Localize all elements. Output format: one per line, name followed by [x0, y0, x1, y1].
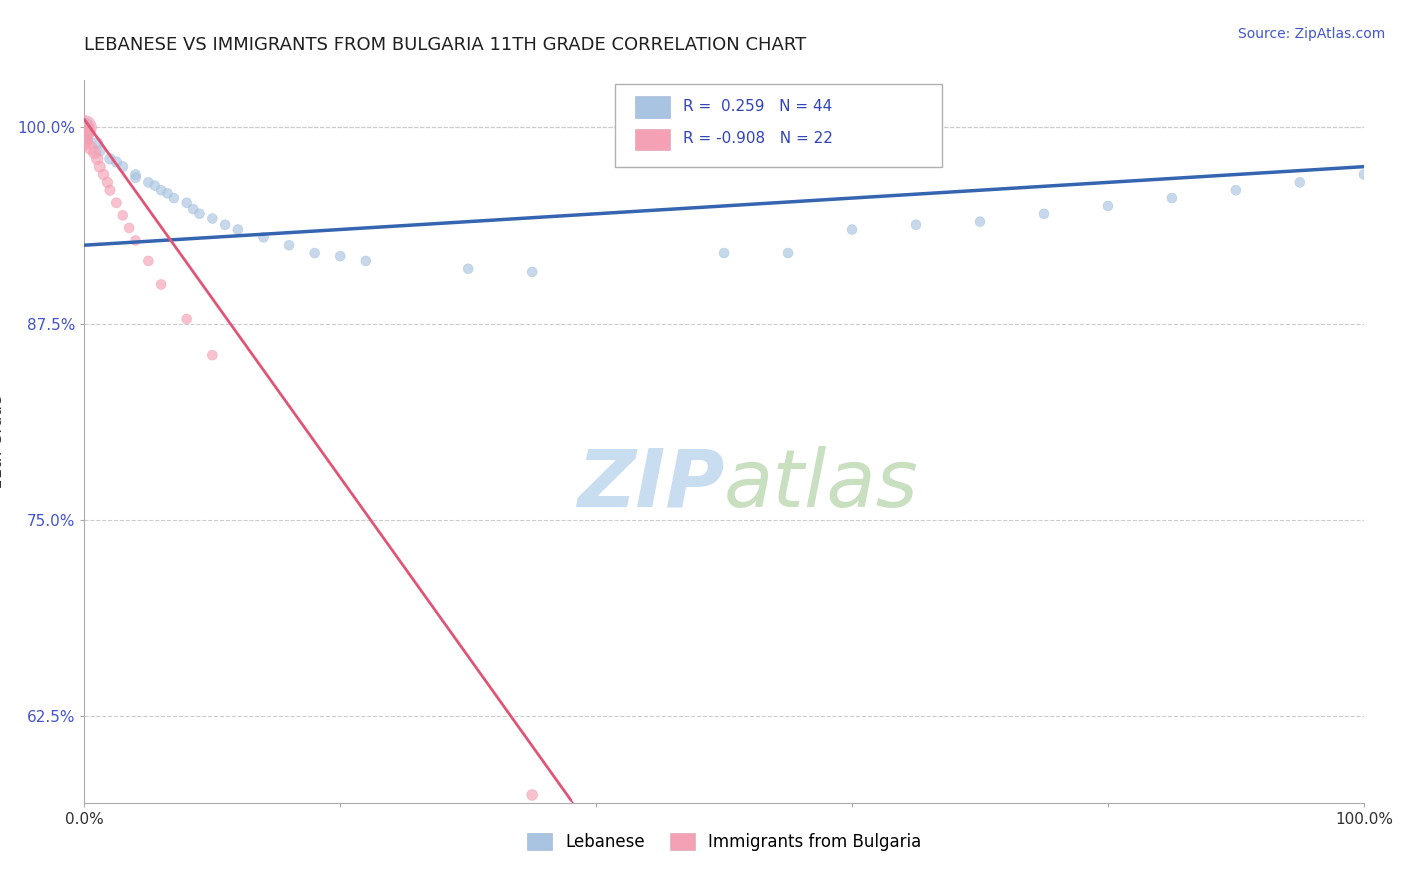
Point	[520, 265, 543, 279]
Point	[156, 186, 179, 201]
Point	[226, 222, 249, 236]
Point	[520, 788, 543, 802]
Point	[80, 141, 103, 155]
Point	[181, 202, 204, 216]
Point	[778, 246, 800, 260]
Point	[1032, 207, 1054, 221]
Point	[73, 120, 96, 135]
Point	[1160, 191, 1182, 205]
Point	[86, 152, 108, 166]
FancyBboxPatch shape	[616, 84, 942, 167]
Point	[143, 178, 166, 193]
Y-axis label: 11th Grade: 11th Grade	[0, 394, 6, 489]
Text: atlas: atlas	[724, 446, 920, 524]
Point	[252, 230, 274, 244]
Point	[138, 175, 160, 189]
Point	[86, 136, 108, 150]
Point	[124, 168, 146, 182]
Point	[1225, 183, 1247, 197]
Text: R = -0.908   N = 22: R = -0.908 N = 22	[683, 131, 832, 146]
Point	[1097, 199, 1119, 213]
Text: R =  0.259   N = 44: R = 0.259 N = 44	[683, 99, 832, 114]
Point	[188, 207, 211, 221]
Point	[73, 133, 96, 147]
Point	[201, 211, 224, 226]
FancyBboxPatch shape	[634, 128, 671, 151]
Text: Source: ZipAtlas.com: Source: ZipAtlas.com	[1237, 27, 1385, 41]
Point	[354, 253, 377, 268]
Point	[163, 191, 186, 205]
Point	[150, 277, 173, 292]
Point	[73, 127, 96, 141]
Legend: Lebanese, Immigrants from Bulgaria: Lebanese, Immigrants from Bulgaria	[519, 825, 929, 860]
Point	[73, 123, 96, 137]
Text: ZIP: ZIP	[576, 446, 724, 524]
Point	[201, 348, 224, 362]
Point	[111, 208, 134, 222]
Point	[969, 214, 991, 228]
Point	[73, 131, 96, 145]
Point	[73, 136, 96, 150]
Point	[105, 155, 128, 169]
Point	[111, 160, 134, 174]
Point	[98, 152, 121, 166]
FancyBboxPatch shape	[634, 96, 671, 118]
Point	[304, 246, 326, 260]
Point	[138, 253, 160, 268]
Point	[105, 195, 128, 210]
Point	[89, 160, 111, 174]
Point	[841, 222, 863, 236]
Point	[118, 221, 141, 235]
Point	[73, 120, 96, 135]
Point	[73, 120, 96, 135]
Point	[329, 249, 352, 263]
Point	[457, 261, 479, 276]
Point	[124, 234, 146, 248]
Point	[98, 183, 121, 197]
Point	[176, 195, 198, 210]
Point	[73, 120, 96, 135]
Point	[73, 120, 96, 135]
Point	[150, 183, 173, 197]
Point	[905, 218, 928, 232]
Point	[93, 168, 115, 182]
Point	[73, 128, 96, 143]
Point	[73, 129, 96, 144]
Text: LEBANESE VS IMMIGRANTS FROM BULGARIA 11TH GRADE CORRELATION CHART: LEBANESE VS IMMIGRANTS FROM BULGARIA 11T…	[84, 36, 807, 54]
Point	[214, 218, 236, 232]
Point	[124, 170, 146, 185]
Point	[1353, 168, 1375, 182]
Point	[89, 144, 111, 158]
Point	[96, 175, 118, 189]
Point	[73, 128, 96, 143]
Point	[83, 145, 105, 160]
Point	[176, 312, 198, 326]
Point	[1288, 175, 1310, 189]
Point	[73, 120, 96, 135]
Point	[713, 246, 735, 260]
Point	[278, 238, 301, 252]
